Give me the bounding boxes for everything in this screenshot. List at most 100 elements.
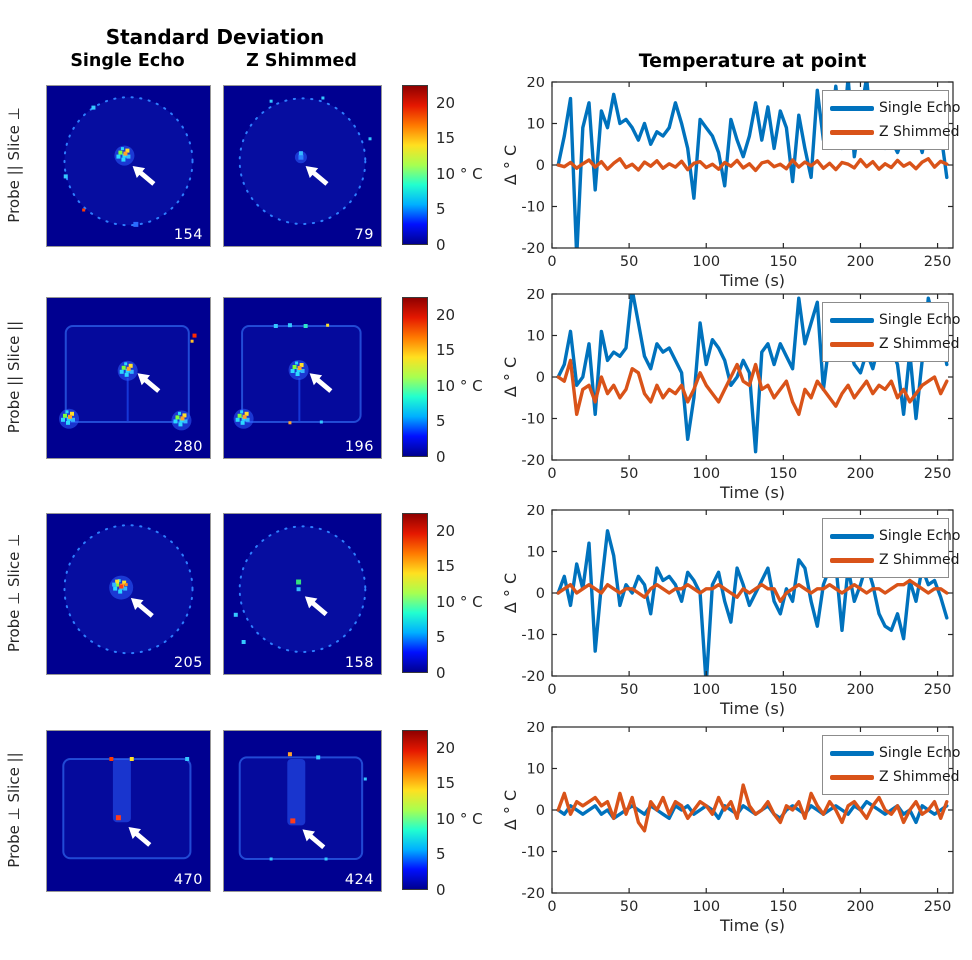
y-tick-label: -10 [521,628,545,644]
heatmap-single-echo: 470 [46,730,211,892]
x-tick-label: 200 [847,682,875,698]
colorbar-tick-label: 20 [436,738,456,757]
y-axis-label: Δ ° C [501,573,520,613]
colorbar: 0 5 10 ° C 15 20 [402,297,483,466]
y-tick-label: 20 [527,722,545,736]
hotspot-pixel [113,586,118,591]
legend-label: Z Shimmed [879,769,960,785]
hotspot-pixel [300,369,305,373]
heatmap-image [47,86,210,246]
row-label-text: Probe ⊥ Slice ⊥ [5,533,23,653]
noise-dot [296,587,301,592]
colorbar: 0 5 10 ° C 15 20 [402,85,483,254]
hotspot-pixel [121,157,126,162]
hotspot-pixel [118,150,123,155]
z-shimmed-line-swatch [830,341,874,347]
noise-dot [185,757,190,761]
colorbar-tick-label: 0 [436,664,446,682]
hotspot-pixel [240,420,245,425]
colorbar-tick-labels: 0 5 10 ° C 15 20 [436,297,496,466]
y-tick-label: 0 [536,803,545,819]
column-title-z-shimmed: Z Shimmed [246,51,357,71]
right-plot-title: Temperature at point [638,50,867,72]
noise-dot [319,420,323,424]
hotspot-pixel [129,369,134,374]
y-tick-label: -20 [521,241,545,257]
colorbar-tick-label: 5 [436,845,446,864]
hotspot-pixel [177,411,181,415]
hotspot-pixel [120,147,124,151]
colorbar-gradient [402,730,428,890]
colorbar-tick-labels: 0 5 10 ° C 15 20 [436,730,496,899]
y-tick-label: -20 [521,453,545,469]
x-tick-label: 50 [620,682,638,698]
noise-dot [326,323,330,327]
hotspot-pixel [237,413,242,418]
x-tick-label: 150 [770,682,798,698]
series-line-z-shimmed [556,157,949,173]
colorbar-tick-label: 15 [436,341,456,360]
x-tick-label: 50 [620,899,638,915]
noise-dot [269,99,273,103]
noise-dot [273,324,278,328]
hotspot-pixel [122,153,127,158]
x-tick-label: 200 [847,466,875,482]
streak-glow [112,759,131,823]
hotspot-pixel [70,411,75,416]
legend-label: Single Echo [879,528,961,544]
annotation-arrow [305,166,329,186]
legend-label: Z Shimmed [879,552,960,568]
hotspot-pixel [124,362,128,366]
x-tick-label: 250 [924,899,952,915]
y-axis-label: Δ ° C [501,790,520,830]
plot-legend: Single Echo Z Shimmed [822,90,960,150]
legend-label: Z Shimmed [879,124,960,140]
annotation-arrow [304,596,328,617]
plot-legend: Single Echo Z Shimmed [822,302,960,362]
hotspot-pixel [126,366,131,371]
colorbar-gradient [402,85,428,245]
heatmap-image [224,731,381,891]
noise-dot [363,777,367,781]
x-tick-label: 200 [847,899,875,915]
noise-dot [287,323,292,328]
row-label: Probe || Slice || [5,297,29,457]
y-axis-label: Δ ° C [501,145,520,185]
y-tick-label: -10 [521,845,545,861]
colorbar-tick-label: 0 [436,236,446,254]
annotation-arrow [128,827,152,847]
x-tick-label: 100 [692,899,720,915]
y-tick-label: -20 [521,886,545,902]
hotspot-pixel [61,417,66,422]
legend-item-single-echo: Single Echo [830,308,960,332]
noise-dot [303,324,308,328]
colorbar-tick-label: 10 ° C [436,164,483,183]
colorbar-gradient [402,513,428,673]
hotspot-pixel [173,419,178,424]
noise-dot [296,579,302,585]
hotspot-pixel [242,414,247,419]
y-tick-label: 10 [527,117,545,133]
hotspot-pixel [118,589,123,594]
noise-dot [129,757,134,761]
noise-dot [91,105,96,110]
x-tick-label: 150 [770,466,798,482]
figure-row: Probe || Slice ⊥ 154 79 0 5 10 ° C 15 20 0 50… [0,77,972,297]
temperature-plot: 0 50 100 150 200 250 -20 -10 0 10 20 Time (s) Δ ° C [501,289,954,501]
x-tick-label: 150 [770,899,798,915]
colorbar-tick-labels: 0 5 10 ° C 15 20 [436,85,496,254]
map-corner-value: 424 [344,872,374,888]
plot-legend: Single Echo Z Shimmed [822,518,960,578]
hotspot-pixel [175,415,180,420]
y-tick-label: -10 [521,200,545,216]
y-tick-label: -10 [521,412,545,428]
hotspot-pixel [178,422,183,427]
noise-dot [233,612,238,617]
hotspot-pixel [298,154,304,160]
hotspot-pixel [235,417,240,422]
legend-item-single-echo: Single Echo [830,524,960,548]
legend-item-single-echo: Single Echo [830,741,960,765]
noise-dot [324,857,328,861]
annotation-arrow [309,373,333,393]
